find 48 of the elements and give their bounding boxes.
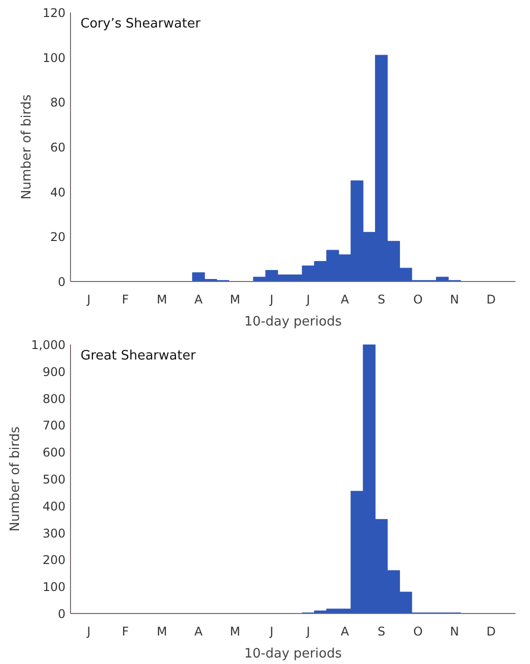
y-tick-label: 600 (42, 446, 66, 460)
y-tick-label: 1,000 (31, 338, 66, 352)
x-tick-label: F (122, 292, 129, 306)
y-tick-label: 0 (58, 275, 66, 289)
x-tick-label: D (486, 624, 496, 638)
x-axis-title: 10-day periods (244, 646, 342, 662)
y-axis-title: Number of birds (20, 94, 35, 200)
x-axis-title: 10-day periods (244, 314, 342, 330)
x-tick-label: F (122, 624, 129, 638)
y-tick-label: 300 (42, 526, 66, 540)
y-tick-label: 500 (42, 472, 66, 486)
x-tick-label: A (194, 624, 204, 638)
x-tick-label: A (194, 292, 204, 306)
x-tick-label: M (230, 292, 240, 306)
x-tick-label: J (268, 292, 274, 306)
x-tick-label: D (486, 292, 496, 306)
y-tick-label: 200 (42, 553, 66, 568)
x-tick-label: N (450, 292, 460, 306)
x-tick-label: S (378, 624, 386, 638)
y-tick-label: 120 (42, 6, 66, 20)
x-tick-label: A (340, 292, 350, 306)
y-tick-label: 900 (42, 364, 66, 379)
y-tick-label: 40 (50, 185, 66, 200)
chart-title: Great Shearwater (80, 348, 196, 364)
x-tick-label: A (340, 624, 350, 638)
chart-title: Cory’s Shearwater (80, 16, 202, 32)
x-tick-label: N (450, 624, 460, 638)
x-tick-label: J (305, 624, 310, 638)
x-tick-label: S (378, 292, 386, 306)
y-axis-title: Number of birds (8, 426, 24, 532)
x-tick-label: J (268, 624, 274, 638)
y-tick-label: 700 (42, 418, 66, 433)
x-tick-label: O (413, 624, 423, 638)
y-tick-label: 100 (42, 50, 66, 65)
y-tick-label: 800 (42, 392, 66, 406)
x-tick-label: M (230, 624, 240, 638)
y-tick-label: 80 (50, 96, 66, 110)
x-tick-label: J (86, 292, 91, 306)
x-tick-label: M (156, 624, 168, 638)
x-tick-label: M (156, 292, 168, 306)
x-tick-label: J (305, 292, 310, 306)
y-tick-label: 100 (42, 580, 66, 594)
y-tick-label: 60 (50, 140, 66, 154)
y-tick-label: 400 (42, 499, 66, 514)
x-tick-label: O (413, 292, 423, 306)
y-tick-label: 0 (58, 607, 66, 621)
x-tick-label: J (86, 624, 91, 638)
y-tick-label: 20 (50, 230, 66, 244)
